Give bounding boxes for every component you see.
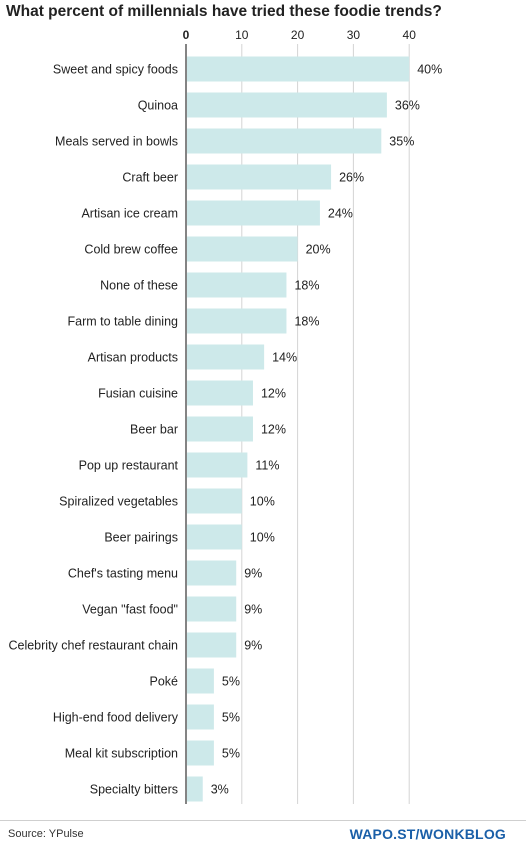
footer-divider: [0, 820, 526, 821]
category-labels: Sweet and spicy foods Quinoa Meals served …: [8, 63, 178, 797]
bar: [187, 92, 387, 118]
bar: [187, 236, 298, 262]
tick-label: 20: [291, 28, 305, 42]
bar: [187, 164, 332, 190]
bar: [187, 380, 253, 406]
wonkblog-link[interactable]: WAPO.ST/WONKBLOG: [349, 826, 506, 842]
data-label: 24%: [328, 207, 353, 221]
category-label: Specialty bitters: [90, 783, 178, 797]
tick-label: 40: [403, 28, 417, 42]
bar: [187, 488, 242, 514]
bar: [187, 128, 382, 154]
data-label: 11%: [255, 459, 279, 473]
chart-title: What percent of millennials have tried t…: [6, 3, 442, 20]
category-label: Beer bar: [130, 423, 178, 437]
data-label: 10%: [250, 495, 275, 509]
bar: [187, 560, 237, 586]
data-label: 20%: [306, 243, 331, 257]
data-label: 5%: [222, 711, 240, 725]
data-label: 5%: [222, 675, 240, 689]
bar: [187, 308, 287, 334]
data-label: 18%: [294, 279, 319, 293]
category-label: Artisan products: [88, 351, 178, 365]
bar: [187, 272, 287, 298]
bar: [187, 668, 214, 694]
bar: [187, 452, 248, 478]
category-label: Meals served in bowls: [55, 135, 178, 149]
category-label: Beer pairings: [104, 531, 178, 545]
data-label: 40%: [417, 63, 442, 77]
tick-label: 30: [347, 28, 361, 42]
data-label: 5%: [222, 747, 240, 761]
bar: [187, 344, 265, 370]
category-label: Cold brew coffee: [84, 243, 178, 257]
category-label: Vegan "fast food": [82, 603, 178, 617]
category-label: Chef's tasting menu: [68, 567, 178, 581]
category-label: Craft beer: [122, 171, 178, 185]
data-label: 10%: [250, 531, 275, 545]
bar: [187, 200, 320, 226]
footer: Source: YPulse WAPO.ST/WONKBLOG: [0, 820, 526, 850]
category-label: Quinoa: [138, 99, 178, 113]
data-label: 26%: [339, 171, 364, 185]
category-label: Celebrity chef restaurant chain: [8, 639, 178, 653]
category-label: Pop up restaurant: [79, 459, 179, 473]
category-label: Spiralized vegetables: [59, 495, 178, 509]
category-label: High-end food delivery: [53, 711, 179, 725]
bar: [187, 776, 203, 802]
tick-label: 0: [183, 28, 190, 42]
data-label: 9%: [244, 567, 262, 581]
data-label: 9%: [244, 603, 262, 617]
category-label: None of these: [100, 279, 178, 293]
category-label: Sweet and spicy foods: [53, 63, 178, 77]
source-note: Source: YPulse: [8, 828, 84, 840]
bars: [187, 56, 410, 802]
bar: [187, 740, 214, 766]
data-label: 3%: [211, 783, 229, 797]
category-label: Meal kit subscription: [65, 747, 178, 761]
x-axis-tick-labels: 0 10 20 30 40: [183, 28, 417, 42]
bar-chart: 0 10 20 30 40 Sweet and spicy foods Quinoa Mea…: [8, 28, 442, 804]
bar: [187, 632, 237, 658]
bar: [187, 416, 253, 442]
category-label: Artisan ice cream: [81, 207, 178, 221]
category-label: Farm to table dining: [68, 315, 179, 329]
data-label: 14%: [272, 351, 297, 365]
data-label: 18%: [294, 315, 319, 329]
bar: [187, 596, 237, 622]
bar: [187, 524, 242, 550]
value-labels: 40% 36% 35% 26% 24% 20% 18% 18% 14% 12% 12% 11% 10% 1…: [211, 63, 442, 797]
bar: [187, 704, 214, 730]
data-label: 35%: [389, 135, 414, 149]
data-label: 12%: [261, 387, 286, 401]
bar: [187, 56, 410, 82]
data-label: 9%: [244, 639, 262, 653]
category-label: Poké: [150, 675, 179, 689]
category-label: Fusian cuisine: [98, 387, 178, 401]
data-label: 36%: [395, 99, 420, 113]
tick-label: 10: [235, 28, 249, 42]
data-label: 12%: [261, 423, 286, 437]
